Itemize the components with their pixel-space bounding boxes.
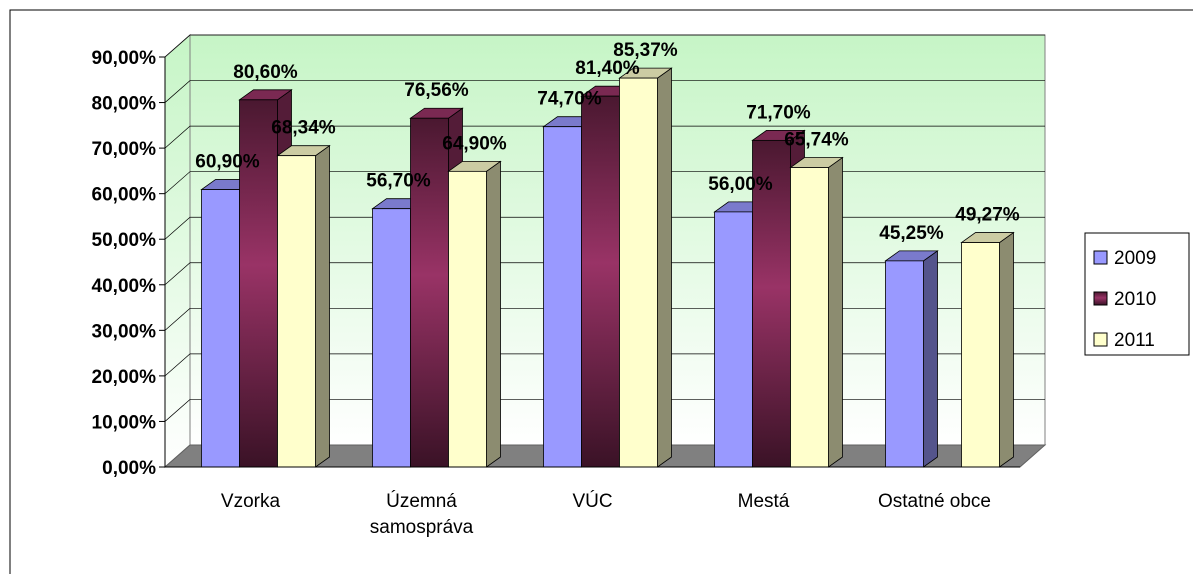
data-label: 65,74% — [784, 130, 849, 151]
bar-front — [752, 139, 791, 468]
data-label: 76,56% — [404, 80, 469, 101]
bar — [447, 160, 502, 468]
data-label: 80,60% — [233, 62, 298, 83]
x-tick-label: Mestá — [737, 491, 790, 512]
bar-side — [486, 160, 501, 468]
bar-front — [714, 211, 753, 468]
grid-line — [164, 80, 1045, 103]
bar-front — [448, 170, 487, 468]
bar — [960, 231, 1015, 468]
grid-line — [164, 125, 1045, 149]
bar-front — [790, 167, 829, 468]
bar — [618, 67, 673, 468]
bar-front — [581, 95, 620, 468]
legend-swatch — [1093, 332, 1108, 347]
side-wall — [164, 33, 191, 469]
data-label: 64,90% — [442, 133, 507, 154]
data-label: 81,40% — [575, 58, 640, 79]
bar-side — [315, 144, 330, 468]
bar-front — [543, 126, 582, 468]
data-label: 71,70% — [746, 102, 811, 123]
bar-side — [999, 231, 1014, 468]
data-label: 74,70% — [537, 89, 602, 110]
bar-side — [657, 67, 672, 468]
bar-front — [372, 208, 411, 468]
y-tick-label: 10,00% — [92, 412, 157, 433]
bar-front — [885, 260, 924, 468]
bar-side — [828, 156, 843, 468]
bar — [884, 250, 939, 468]
bar-front — [619, 77, 658, 468]
bar-front — [277, 155, 316, 468]
y-tick-label: 60,00% — [92, 185, 157, 206]
y-tick-label: 50,00% — [92, 230, 157, 251]
data-label: 60,90% — [195, 152, 260, 173]
data-label: 56,70% — [366, 171, 431, 192]
legend-swatch — [1093, 291, 1108, 306]
x-tick-label: VÚC — [572, 491, 613, 512]
y-tick-label: 30,00% — [92, 321, 157, 342]
y-tick-label: 70,00% — [92, 139, 157, 160]
y-tick-label: 20,00% — [92, 367, 157, 388]
y-tick-label: 0,00% — [102, 458, 156, 479]
data-label: 49,27% — [955, 205, 1020, 226]
bar-front — [961, 242, 1000, 468]
y-tick-label: 80,00% — [92, 94, 157, 115]
x-tick-label: Ostatné obce — [877, 491, 992, 512]
data-label: 45,25% — [879, 223, 944, 244]
legend-swatch — [1093, 250, 1108, 265]
grid-line — [164, 34, 1045, 58]
data-label: 85,37% — [613, 40, 678, 61]
legend-label: 2010 — [1114, 289, 1156, 310]
x-tick-label: Územná samospráva — [369, 491, 474, 538]
legend-label: 2011 — [1114, 330, 1155, 351]
x-tick-label: Vzorka — [220, 491, 281, 512]
y-tick-label: 40,00% — [92, 276, 157, 297]
bar-front — [201, 189, 240, 468]
y-tick-label: 90,00% — [92, 48, 157, 69]
data-label: 68,34% — [271, 118, 336, 139]
frame — [9, 9, 1193, 574]
data-label: 56,00% — [708, 174, 773, 195]
bar — [276, 144, 331, 468]
bar-front — [410, 117, 449, 468]
bar-front — [239, 99, 278, 468]
bar-side — [923, 250, 938, 468]
legend-label: 2009 — [1114, 248, 1156, 269]
bar — [789, 156, 844, 468]
